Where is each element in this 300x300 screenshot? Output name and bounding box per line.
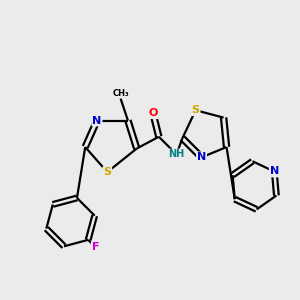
Text: F: F xyxy=(92,242,99,252)
Text: CH₃: CH₃ xyxy=(112,89,129,98)
Text: S: S xyxy=(192,105,200,115)
Text: N: N xyxy=(92,116,102,126)
Text: NH: NH xyxy=(168,149,184,159)
Text: N: N xyxy=(197,152,206,162)
Text: S: S xyxy=(103,167,111,177)
Text: N: N xyxy=(270,167,279,176)
Text: O: O xyxy=(148,108,158,118)
